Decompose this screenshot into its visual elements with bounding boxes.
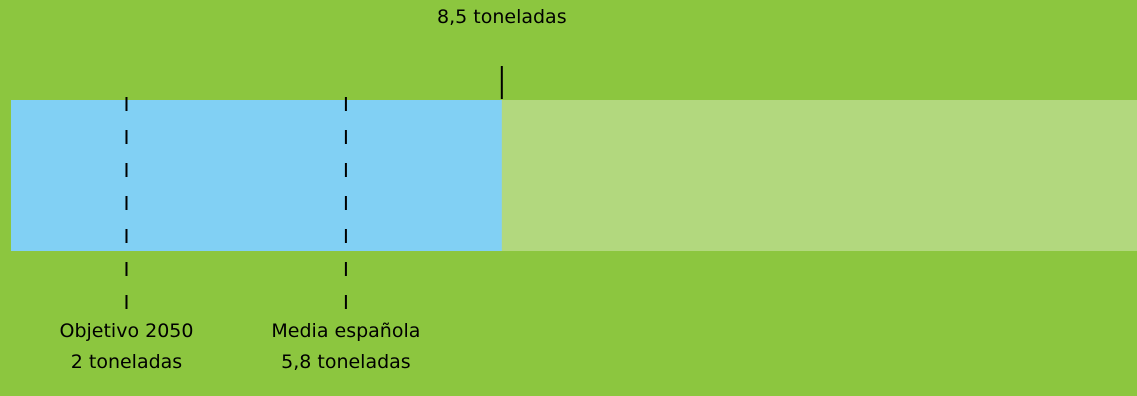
value-bar bbox=[11, 100, 502, 251]
marker-label-title: Objetivo 2050 bbox=[59, 320, 194, 342]
marker-label-value: 5,8 toneladas bbox=[281, 350, 411, 373]
marker-label-title: Media española bbox=[271, 320, 421, 342]
marker-label-1: Objetivo 2050 2 toneladas bbox=[59, 318, 193, 375]
marker-label-2: Media española 5,8 toneladas bbox=[271, 318, 420, 375]
value-label: 8,5 toneladas bbox=[437, 6, 567, 28]
marker-label-value: 2 toneladas bbox=[70, 350, 183, 373]
